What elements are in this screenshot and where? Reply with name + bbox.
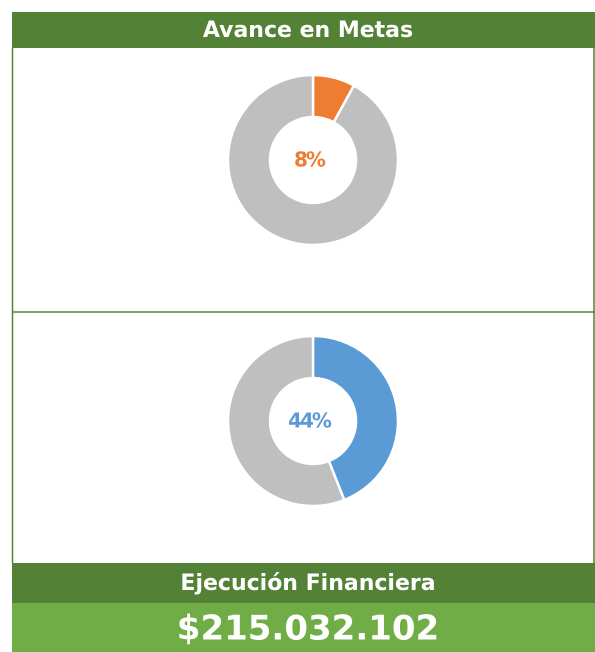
donut-segment [226, 73, 400, 247]
donut-segment [226, 334, 346, 508]
center-label: 8% [294, 148, 326, 172]
amount-bar [12, 603, 595, 652]
center-label: 44% [288, 409, 332, 433]
header-bar [12, 12, 595, 48]
footer-title: Ejecución Financiera [180, 571, 435, 596]
donut-segment [311, 334, 400, 502]
footer-bar [12, 563, 595, 603]
header-title: Avance en Metas [203, 18, 413, 43]
amount: $215.032.102 [177, 609, 439, 649]
